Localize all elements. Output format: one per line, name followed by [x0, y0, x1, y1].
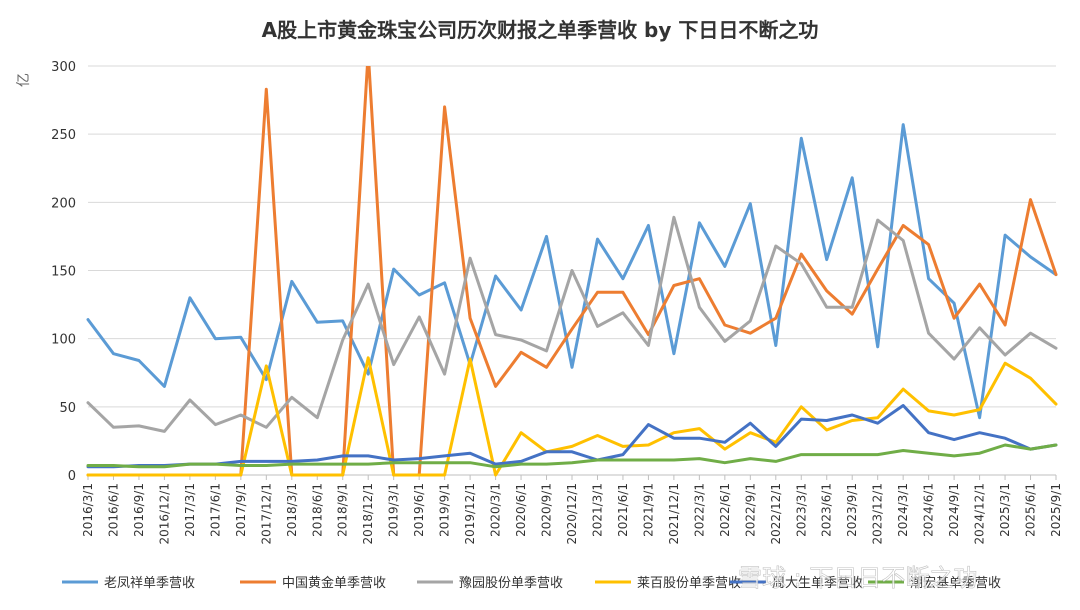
- x-tick-label: 2018/9/1: [336, 483, 350, 537]
- watermark-text: 雪球 : 下日日不断之功: [738, 564, 977, 592]
- x-tick-label: 2024/3/1: [896, 483, 910, 537]
- legend: 老凤祥单季营收 中国黄金单季营收 豫园股份单季营收 莱百股份单季营收 周大生单季营收 潮宏…: [62, 575, 1001, 591]
- x-tick-label: 2016/12/1: [157, 483, 171, 545]
- series-line-2: [86, 66, 1058, 477]
- x-tick-label: 2024/6/1: [922, 483, 936, 537]
- x-tick-label: 2017/9/1: [234, 483, 248, 537]
- series-line-4: [86, 356, 1058, 477]
- x-tick-label: 2022/3/1: [692, 483, 706, 537]
- series-line-3: [86, 215, 1058, 433]
- x-tick-label: 2016/9/1: [132, 483, 146, 537]
- legend-label-1: 老凤祥单季营收: [104, 576, 195, 591]
- series-line-6: [86, 443, 1058, 469]
- axes: 0 50 100 150 200 250 300 2016/3/1 2016/6/1 2016/9…: [51, 60, 1063, 545]
- x-tick-label: 2022/9/1: [743, 483, 757, 537]
- x-tick-label: 2018/12/1: [361, 483, 375, 545]
- y-tick-label-250: 250: [51, 128, 76, 143]
- legend-label-3: 豫园股份单季营收: [459, 576, 563, 591]
- x-tick-label: 2020/6/1: [514, 483, 528, 537]
- x-tick-label: 2023/9/1: [845, 483, 859, 537]
- x-tick-label: 2019/3/1: [387, 483, 401, 537]
- x-tick-label: 2021/6/1: [616, 483, 630, 537]
- x-tick-label: 2019/6/1: [412, 483, 426, 537]
- series-line-5: [86, 404, 1058, 469]
- legend-label-6: 潮宏基单季营收: [910, 576, 1001, 591]
- x-tick-label: 2025/6/1: [1024, 483, 1038, 537]
- x-tick-label: 2017/3/1: [183, 483, 197, 537]
- y-tick-label-0: 0: [68, 469, 76, 484]
- x-tick-label: 2017/12/1: [259, 483, 273, 545]
- x-tick-label: 2018/3/1: [285, 483, 299, 537]
- x-tick-label: 2016/3/1: [81, 483, 95, 537]
- x-tick-label: 2023/12/1: [871, 483, 885, 545]
- x-tick-label: 2022/12/1: [769, 483, 783, 545]
- x-tick-label: 2020/3/1: [489, 483, 503, 537]
- y-tick-label-50: 50: [59, 401, 76, 416]
- x-tick-label: 2025/3/1: [998, 483, 1012, 537]
- y-tick-label-300: 300: [51, 60, 76, 75]
- x-tick-label: 2017/6/1: [208, 483, 222, 537]
- series-lines: [86, 66, 1058, 477]
- x-tick-label: 2020/9/1: [540, 483, 554, 537]
- legend-label-4: 莱百股份单季营收: [637, 576, 741, 591]
- x-tick-label: 2020/12/1: [565, 483, 579, 545]
- x-tick-label: 2021/12/1: [667, 483, 681, 545]
- x-tick-label: 2019/9/1: [438, 483, 452, 537]
- x-tick-label: 2024/12/1: [973, 483, 987, 545]
- x-tick-label: 2019/12/1: [463, 483, 477, 545]
- x-tick-label: 2018/6/1: [310, 483, 324, 537]
- x-tick-label: 2025/9/1: [1049, 483, 1063, 537]
- x-tick-label: 2021/3/1: [590, 483, 604, 537]
- y-tick-label-100: 100: [51, 333, 76, 348]
- x-tick-label: 2021/9/1: [641, 483, 655, 537]
- x-tick-label: 2022/6/1: [718, 483, 732, 537]
- y-tick-label-200: 200: [51, 196, 76, 211]
- y-tick-label-150: 150: [51, 265, 76, 280]
- x-tick-label: 2016/6/1: [106, 483, 120, 537]
- legend-label-2: 中国黄金单季营收: [282, 575, 386, 591]
- legend-label-5: 周大生单季营收: [772, 576, 863, 591]
- y-axis-unit-label: 亿: [16, 73, 32, 87]
- x-tick-label: 2024/9/1: [947, 483, 961, 537]
- chart-title: A股上市黄金珠宝公司历次财报之单季营收 by 下日日不断之功: [262, 18, 819, 42]
- x-tick-label: 2023/3/1: [794, 483, 808, 537]
- x-tick-label: 2023/6/1: [820, 483, 834, 537]
